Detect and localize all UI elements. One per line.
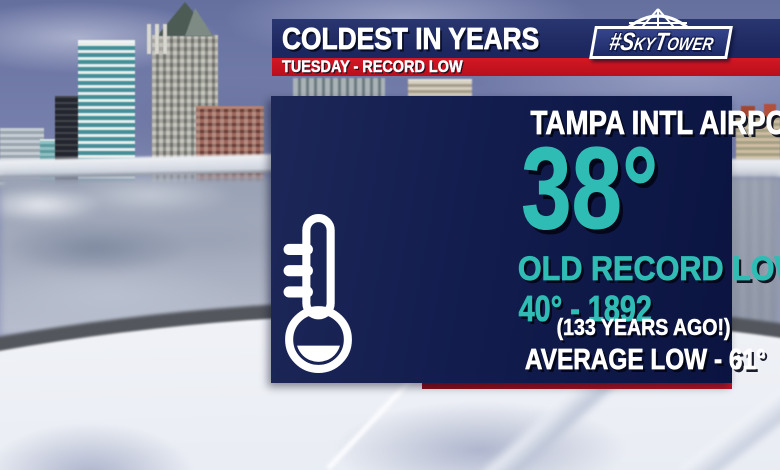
old-record-note: (133 YEARS AGO!)	[556, 314, 730, 341]
building-right-roof-cap	[741, 106, 755, 115]
thermometer-icon	[283, 214, 352, 373]
weather-data-panel: TAMPA INTL AIRPORT: 38° OLD RECORD LOW 4…	[271, 96, 780, 383]
desk-shadow-left	[0, 400, 240, 470]
skytower-logo: #SkyTower	[589, 26, 733, 59]
building-top-gap-left	[293, 78, 385, 98]
building-rooftop-fins	[147, 24, 169, 54]
panel-red-underline	[422, 383, 732, 389]
railing-right	[727, 159, 780, 177]
blurred-building-right	[728, 176, 780, 326]
building-pyramid-roof-highlight	[185, 8, 213, 36]
temperature-value: 38°	[520, 123, 658, 253]
old-record-label: OLD RECORD LOW	[517, 250, 780, 289]
header-sub-banner: TUESDAY - RECORD LOW	[272, 57, 780, 77]
building-top-gap-right	[408, 79, 472, 97]
desk-shadow-center	[270, 380, 690, 470]
average-low-label: AVERAGE LOW - 61°	[524, 344, 766, 377]
old-record-value-line: 40° - 1892 (133 YEARS AGO!)	[271, 288, 732, 348]
header-banner: COLDEST IN YEARS	[272, 19, 780, 58]
station-label: TAMPA INTL AIRPORT:	[530, 104, 780, 142]
building-brick-tower	[196, 106, 264, 188]
headline-title: COLDEST IN YEARS	[282, 20, 540, 56]
skytower-logo-text: #SkyTower	[606, 28, 716, 56]
old-record-value: 40° - 1892	[518, 288, 652, 330]
building-right-roof-cap-2	[764, 104, 776, 115]
building-right-hotel	[736, 113, 780, 163]
headline-subtitle: TUESDAY - RECORD LOW	[282, 57, 463, 77]
